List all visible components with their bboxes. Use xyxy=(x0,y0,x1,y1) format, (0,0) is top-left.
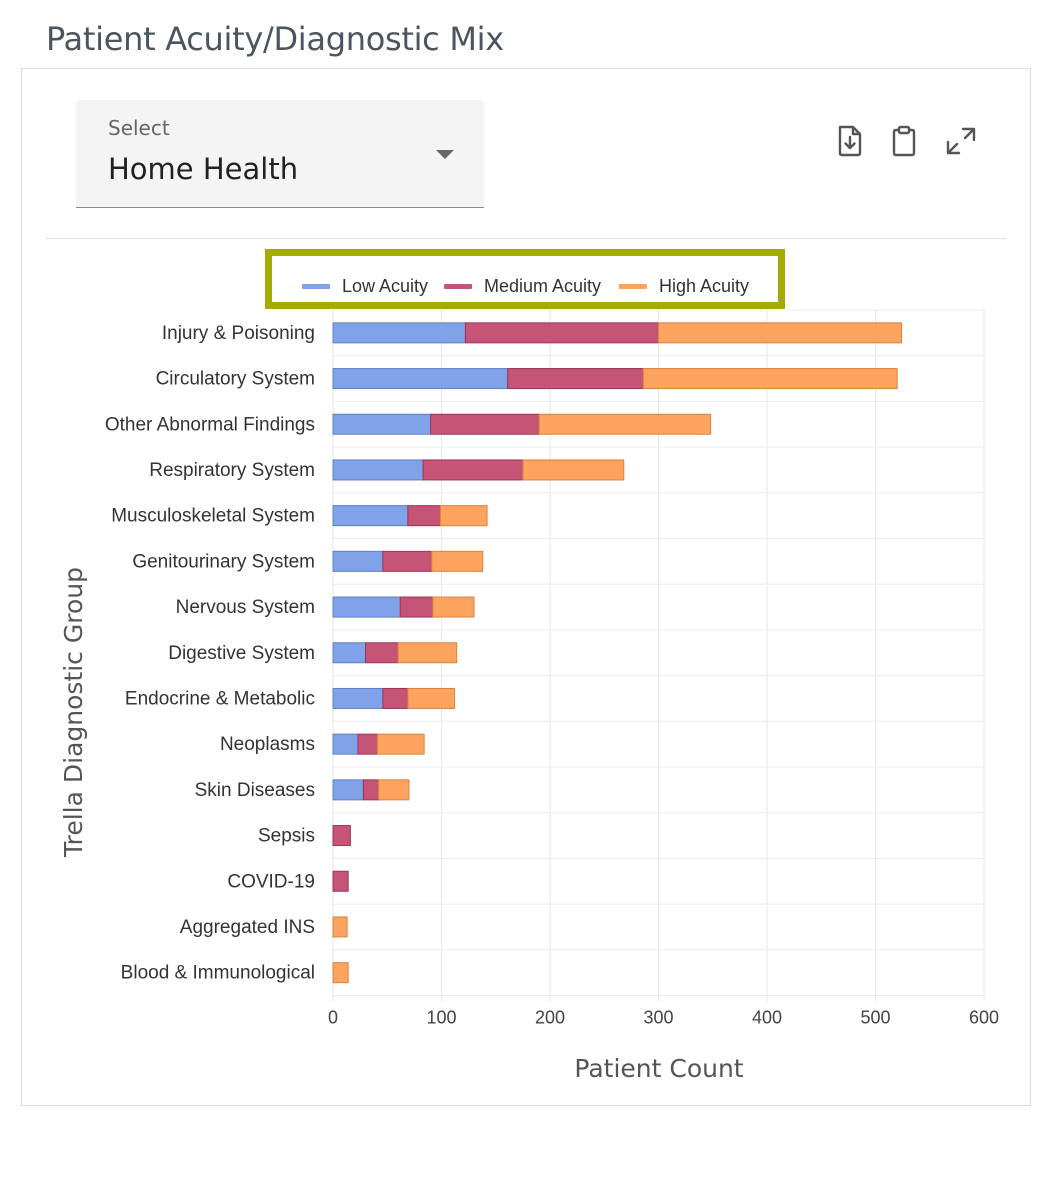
category-label: Skin Diseases xyxy=(195,780,315,801)
select-value: Home Health xyxy=(108,152,299,186)
bar-segment xyxy=(378,779,410,801)
chart-card: Select Home Health Low Acuity Medium Ac xyxy=(21,68,1031,1106)
chart-legend: Low Acuity Medium Acuity High Acuity xyxy=(265,249,785,309)
x-tick-label: 200 xyxy=(535,1008,565,1028)
category-select[interactable]: Select Home Health xyxy=(76,100,484,208)
legend-item-high[interactable]: High Acuity xyxy=(619,274,749,298)
category-label: Endocrine & Metabolic xyxy=(125,688,315,709)
legend-label-medium: Medium Acuity xyxy=(484,275,602,296)
category-labels: Injury & Poisoning Circulatory System Othe… xyxy=(105,323,315,984)
x-tick-label: 400 xyxy=(752,1008,782,1028)
legend-swatch-medium xyxy=(444,283,472,289)
bar-segment xyxy=(507,368,644,390)
bar-segment xyxy=(332,870,349,892)
bar-segment xyxy=(439,505,488,527)
legend-label-high: High Acuity xyxy=(659,275,750,296)
clipboard-icon xyxy=(892,125,916,157)
category-label: Other Abnormal Findings xyxy=(105,414,315,435)
bar-segment xyxy=(407,505,441,527)
download-file-icon xyxy=(838,125,862,157)
legend-item-low[interactable]: Low Acuity xyxy=(302,274,428,298)
bar-segment xyxy=(538,413,712,435)
bar-segment xyxy=(332,368,509,390)
category-label: COVID-19 xyxy=(227,871,315,892)
bar-segment xyxy=(397,642,458,664)
bar-segment xyxy=(332,733,359,755)
x-axis-title: Patient Count xyxy=(574,1054,743,1083)
copy-to-clipboard-button[interactable] xyxy=(887,123,921,159)
stacked-bar-chart: Injury & Poisoning Circulatory System Othe… xyxy=(59,309,999,1083)
toolbar-divider xyxy=(45,238,1007,239)
bar-segment xyxy=(332,413,432,435)
download-button[interactable] xyxy=(833,123,867,159)
chart-bars xyxy=(332,322,903,984)
bar-segment xyxy=(376,733,425,755)
y-axis-title: Trella Diagnostic Group xyxy=(59,567,88,858)
bar-segment xyxy=(332,962,349,984)
bar-segment xyxy=(332,687,384,709)
category-label: Nervous System xyxy=(176,597,315,618)
bar-segment xyxy=(658,322,903,344)
bar-segment xyxy=(464,322,659,344)
bar-segment xyxy=(332,459,424,481)
bar-segment xyxy=(642,368,898,390)
legend-swatch-high xyxy=(619,283,647,289)
category-label: Sepsis xyxy=(258,826,315,847)
legend-item-medium[interactable]: Medium Acuity xyxy=(444,274,601,298)
category-label: Digestive System xyxy=(168,643,315,664)
bar-segment xyxy=(432,596,475,618)
legend-swatch-low xyxy=(302,283,330,289)
bar-segment xyxy=(332,550,384,572)
bar-segment xyxy=(382,550,433,572)
category-label: Neoplasms xyxy=(220,734,315,755)
caret-down-icon xyxy=(436,150,454,159)
category-label: Musculoskeletal System xyxy=(111,506,315,527)
bar-segment xyxy=(399,596,434,618)
x-tick-label: 300 xyxy=(643,1008,673,1028)
bar-segment xyxy=(407,687,456,709)
bar-segment xyxy=(332,505,409,527)
bar-segment xyxy=(431,550,484,572)
category-label: Blood & Immunological xyxy=(121,963,315,984)
bar-segment xyxy=(422,459,524,481)
x-tick-label: 100 xyxy=(426,1008,456,1028)
page-title: Patient Acuity/Diagnostic Mix xyxy=(46,20,504,58)
category-label: Genitourinary System xyxy=(132,551,315,572)
category-label: Respiratory System xyxy=(149,460,315,481)
legend-label-low: Low Acuity xyxy=(342,275,429,296)
x-tick-label: 0 xyxy=(328,1008,338,1028)
bar-segment xyxy=(382,687,409,709)
category-label: Injury & Poisoning xyxy=(162,323,315,344)
expand-button[interactable] xyxy=(944,123,978,159)
category-label: Circulatory System xyxy=(156,369,315,390)
chart-grid xyxy=(332,309,985,1002)
bar-segment xyxy=(362,779,380,801)
bar-segment xyxy=(430,413,540,435)
bar-segment xyxy=(332,322,466,344)
bar-segment xyxy=(522,459,625,481)
x-tick-label: 500 xyxy=(860,1008,890,1028)
select-label: Select xyxy=(108,116,170,140)
bar-segment xyxy=(332,596,401,618)
bar-segment xyxy=(332,779,364,801)
bar-segment xyxy=(357,733,378,755)
bar-segment xyxy=(332,825,351,847)
bar-segment xyxy=(365,642,399,664)
bar-segment xyxy=(332,642,367,664)
bar-segment xyxy=(332,916,348,938)
x-tick-label: 600 xyxy=(969,1008,999,1028)
x-tick-labels: 0 100 200 300 400 500 600 xyxy=(328,1008,999,1028)
category-label: Aggregated INS xyxy=(180,917,315,938)
expand-icon xyxy=(946,127,976,155)
